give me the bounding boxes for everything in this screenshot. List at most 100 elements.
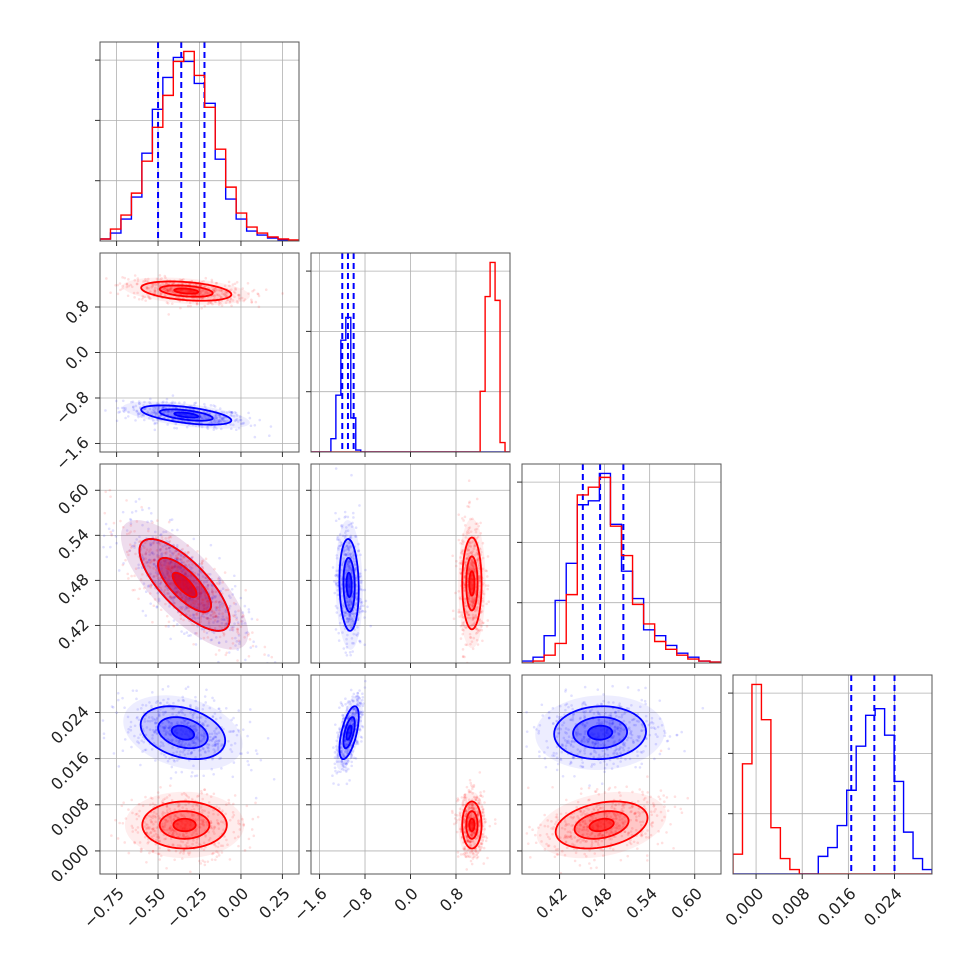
sample-point xyxy=(180,553,183,557)
sample-point xyxy=(148,558,151,562)
sample-point xyxy=(215,600,218,603)
sample-point xyxy=(465,532,469,535)
sample-point xyxy=(134,500,138,503)
sample-point xyxy=(109,291,112,294)
sample-point xyxy=(137,540,141,544)
sample-point xyxy=(212,808,215,812)
sample-point xyxy=(211,590,214,593)
panels-layer: −1.6−0.80.00.80.420.480.540.60−0.75−0.50… xyxy=(47,41,933,932)
sample-point xyxy=(477,845,481,849)
sample-point xyxy=(143,717,147,721)
sample-point xyxy=(192,724,195,728)
sample-point xyxy=(254,300,258,304)
sample-point xyxy=(187,551,190,554)
sample-point xyxy=(458,597,462,601)
sample-point xyxy=(471,857,475,860)
sample-point xyxy=(148,851,151,855)
sample-point xyxy=(451,609,455,613)
sample-point xyxy=(458,818,461,821)
sample-point xyxy=(141,703,144,707)
sample-point xyxy=(198,415,202,419)
sample-point xyxy=(354,718,358,721)
sample-point xyxy=(470,567,474,571)
sample-point xyxy=(335,739,339,743)
sample-point xyxy=(479,842,483,846)
sample-point xyxy=(229,413,233,417)
sample-point xyxy=(156,791,160,794)
sample-point xyxy=(229,730,233,733)
sample-point xyxy=(181,596,184,600)
sample-point xyxy=(169,829,173,833)
sample-point xyxy=(200,739,203,743)
sample-point xyxy=(164,818,168,822)
sample-point xyxy=(159,563,162,567)
sample-point xyxy=(200,562,204,565)
sample-point xyxy=(461,655,465,658)
sample-point xyxy=(214,717,218,721)
sample-point xyxy=(338,728,342,732)
sample-point xyxy=(349,601,352,604)
sample-point xyxy=(244,631,248,635)
sample-point xyxy=(152,575,155,579)
sample-point xyxy=(141,413,144,416)
sample-point xyxy=(158,816,162,820)
sample-point xyxy=(471,647,475,651)
sample-point xyxy=(203,732,206,736)
sample-point xyxy=(158,293,162,296)
sample-point xyxy=(205,792,209,796)
sample-point xyxy=(469,642,472,646)
sample-point xyxy=(475,638,479,642)
sample-point xyxy=(168,807,171,811)
sample-point xyxy=(157,796,160,799)
sample-point xyxy=(359,598,362,601)
sample-point xyxy=(215,608,218,612)
sample-point xyxy=(456,855,460,858)
sample-point xyxy=(463,655,466,659)
sample-point xyxy=(172,759,176,762)
sample-point xyxy=(194,706,198,709)
sample-point xyxy=(347,603,351,606)
sample-point xyxy=(475,795,478,799)
sample-point xyxy=(237,730,241,733)
sample-point xyxy=(202,747,205,751)
sample-point xyxy=(223,625,227,629)
sample-point xyxy=(186,752,190,756)
sample-point xyxy=(217,419,221,422)
sample-point xyxy=(463,583,466,587)
panel-1-1 xyxy=(306,252,511,457)
sample-point xyxy=(212,812,215,816)
sample-point xyxy=(160,555,164,558)
sample-point xyxy=(184,571,187,575)
sample-point xyxy=(191,804,195,808)
sample-point xyxy=(146,826,150,829)
sample-point xyxy=(167,568,171,572)
sample-point xyxy=(351,712,354,716)
sample-point xyxy=(179,558,183,561)
sample-point xyxy=(342,761,345,765)
sample-point xyxy=(233,615,236,618)
sample-point xyxy=(215,427,218,430)
sample-point xyxy=(175,564,178,568)
sample-point xyxy=(470,563,474,567)
sample-point xyxy=(214,595,218,598)
sample-point xyxy=(336,538,339,542)
sample-point xyxy=(229,748,232,751)
sample-point xyxy=(173,565,177,568)
sample-point xyxy=(153,558,156,562)
sample-point xyxy=(217,707,221,710)
sample-point xyxy=(152,562,156,566)
sample-point xyxy=(465,604,468,608)
sample-point xyxy=(480,609,484,613)
sample-point xyxy=(205,631,209,635)
sample-point xyxy=(482,592,486,596)
sample-point xyxy=(171,833,175,837)
sample-point xyxy=(202,636,206,640)
sample-point xyxy=(192,808,196,811)
sample-point xyxy=(180,850,183,853)
sample-point xyxy=(332,746,335,749)
sample-point xyxy=(345,782,349,786)
sample-point xyxy=(209,795,213,798)
sample-point xyxy=(149,796,153,800)
sample-point xyxy=(163,274,167,278)
sample-point xyxy=(159,284,162,287)
